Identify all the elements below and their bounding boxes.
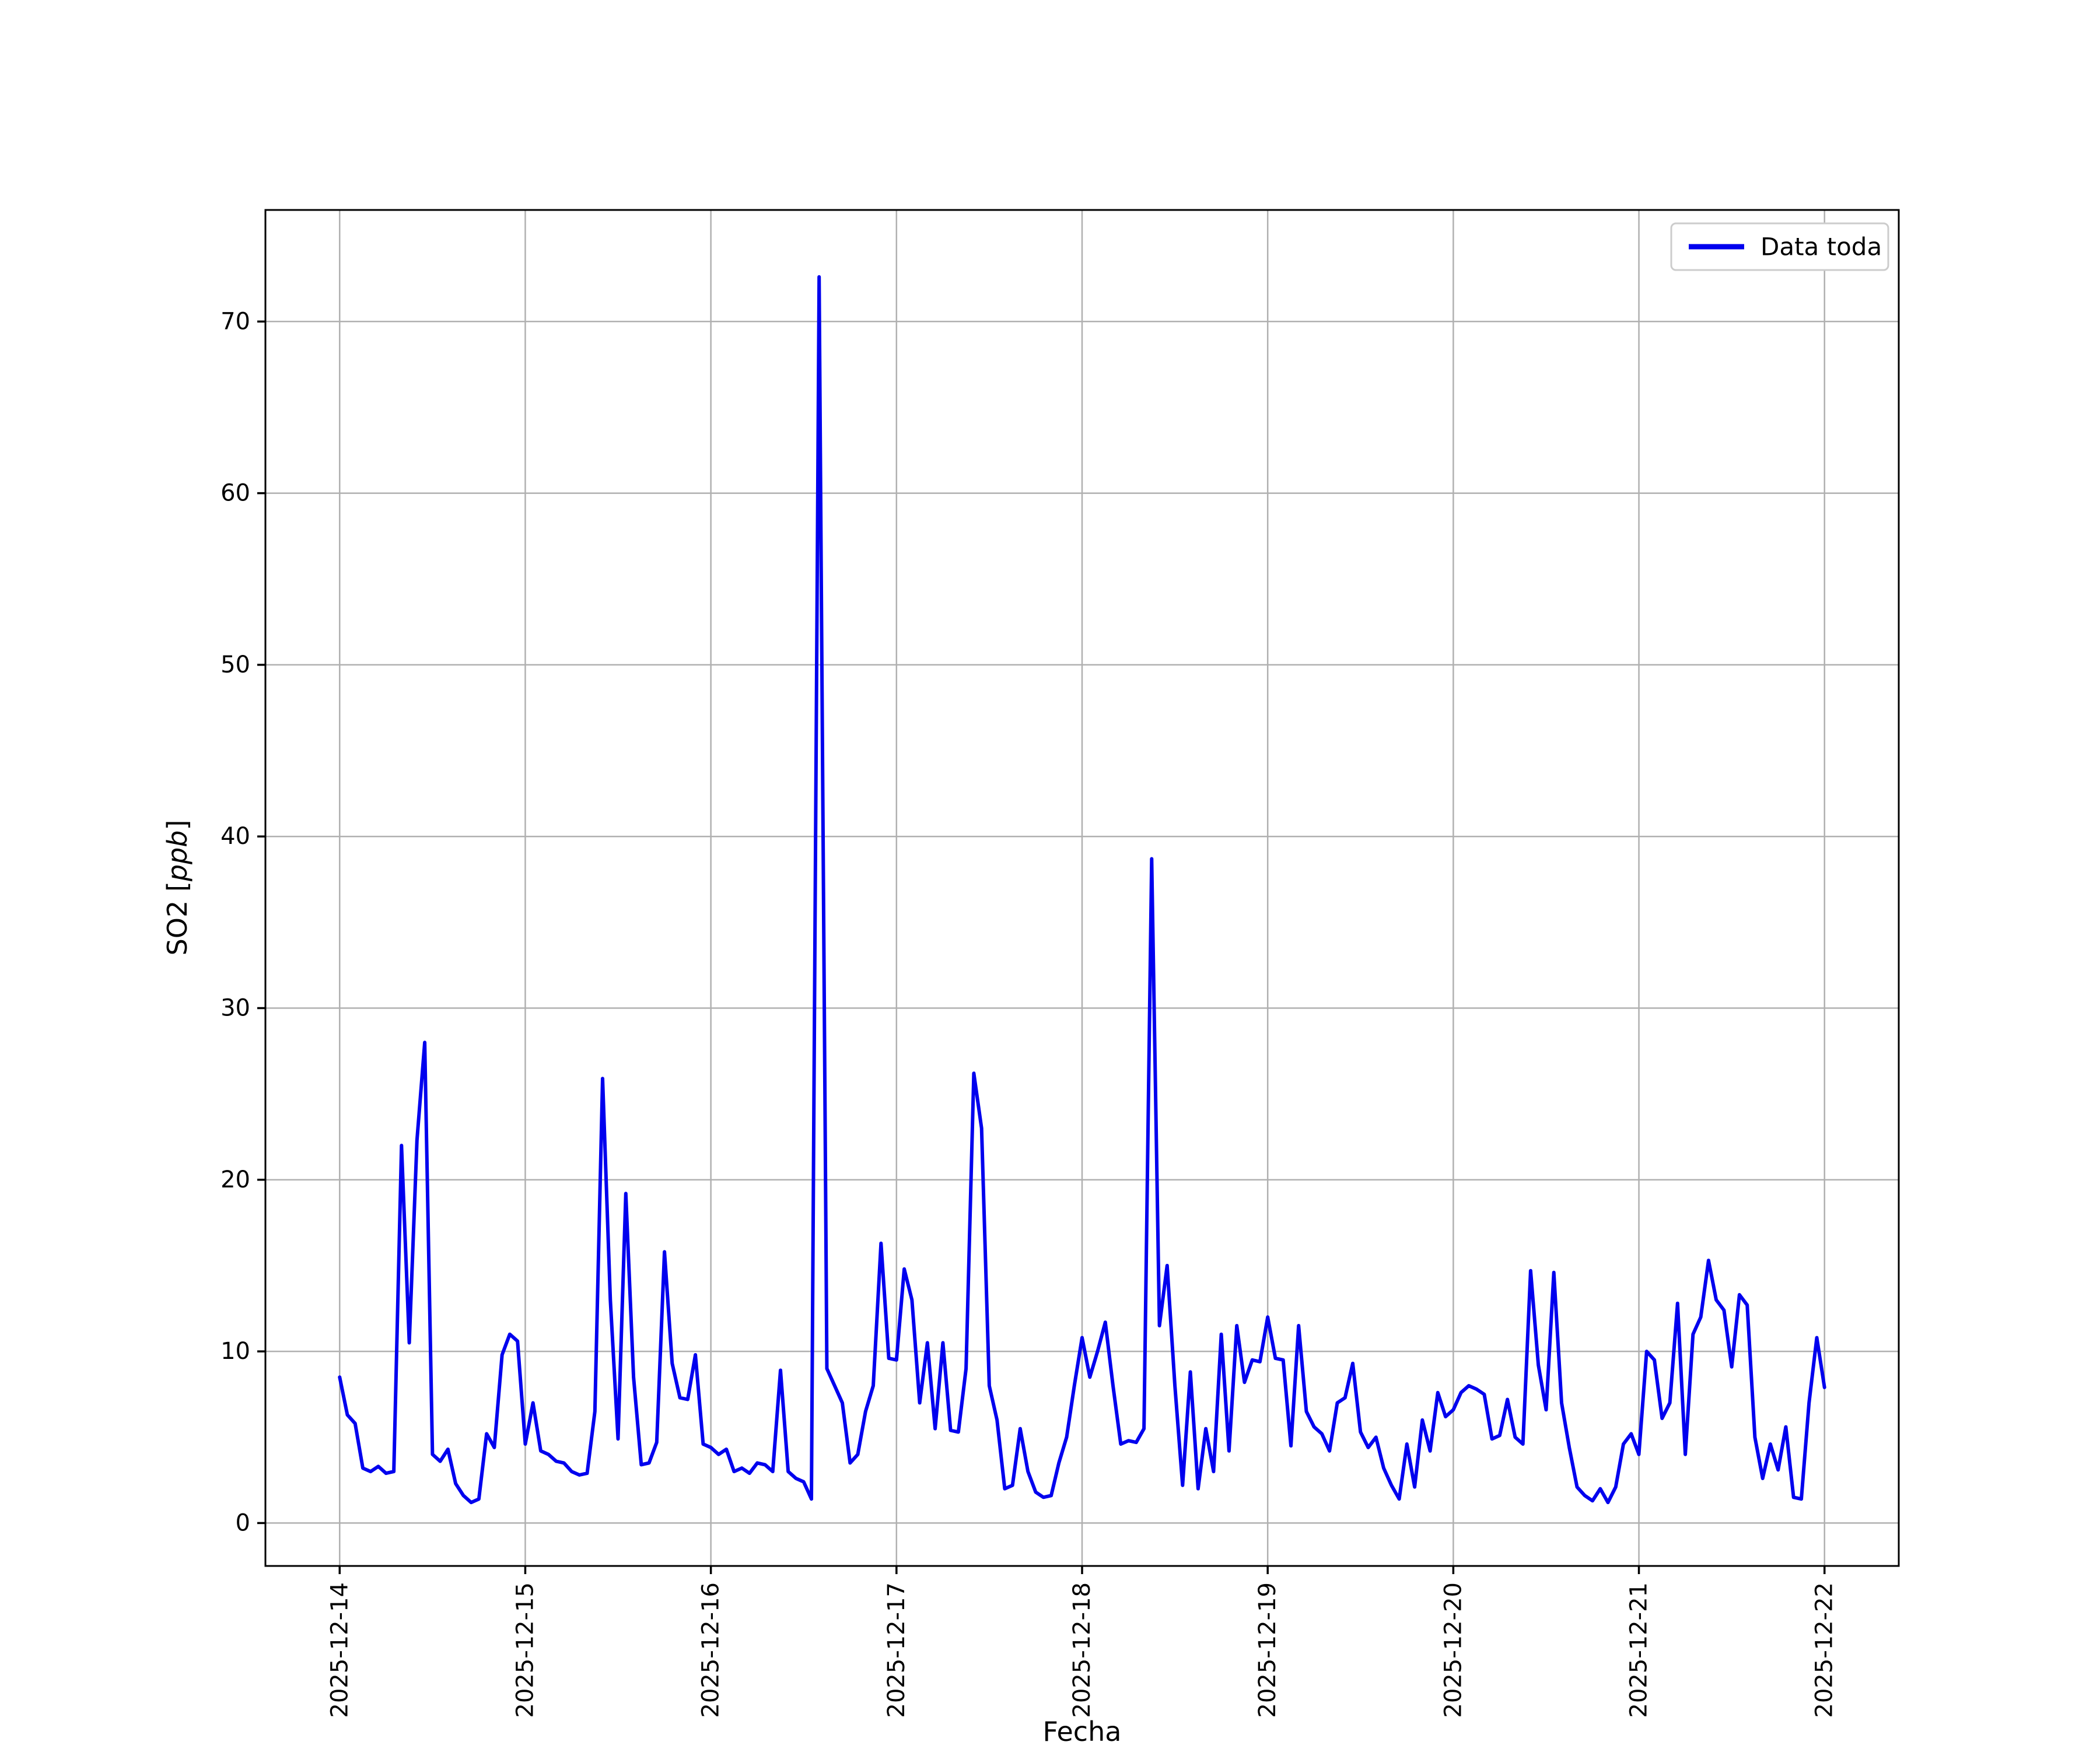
- y-tick-label: 10: [220, 1338, 250, 1365]
- grid-lines: [265, 210, 1899, 1566]
- y-axis-label-prefix: SO2 [: [162, 881, 193, 955]
- y-tick-label: 70: [220, 308, 250, 335]
- y-tick-label: 30: [220, 995, 250, 1022]
- legend: Data toda: [1670, 222, 1889, 271]
- tick-labels: 0 10 20 30 40 50 60 70 2025-12-14 2025-12-15 2025-…: [220, 308, 1838, 1718]
- data-line: [338, 275, 1826, 1505]
- legend-box: [1670, 222, 1889, 271]
- y-tick-label: 40: [220, 823, 250, 850]
- x-tick-label: 2025-12-15: [512, 1582, 538, 1718]
- x-tick-label: 2025-12-14: [326, 1582, 353, 1718]
- y-tick-label: 60: [220, 480, 250, 507]
- tick-marks: [257, 320, 1826, 1574]
- x-tick-label: 2025-12-20: [1440, 1582, 1466, 1718]
- x-tick-label: 2025-12-18: [1069, 1582, 1096, 1718]
- x-axis-label: Fecha: [1043, 1716, 1122, 1747]
- x-tick-label: 2025-12-17: [883, 1582, 910, 1718]
- y-axis-label-units: ppb: [162, 831, 193, 882]
- legend-label: Data toda: [1760, 233, 1882, 261]
- y-axis-label: SO2 [ppb]: [162, 820, 193, 956]
- plot-border: [264, 209, 1900, 1567]
- y-tick-label: 50: [220, 651, 250, 678]
- x-tick-label: 2025-12-21: [1626, 1582, 1653, 1718]
- y-tick-label: 20: [220, 1166, 250, 1193]
- y-tick-label: 0: [236, 1509, 250, 1536]
- x-tick-label: 2025-12-16: [698, 1582, 724, 1718]
- x-tick-label: 2025-12-19: [1254, 1582, 1281, 1718]
- x-tick-label: 2025-12-22: [1811, 1582, 1838, 1718]
- y-axis-label-suffix: ]: [162, 820, 193, 831]
